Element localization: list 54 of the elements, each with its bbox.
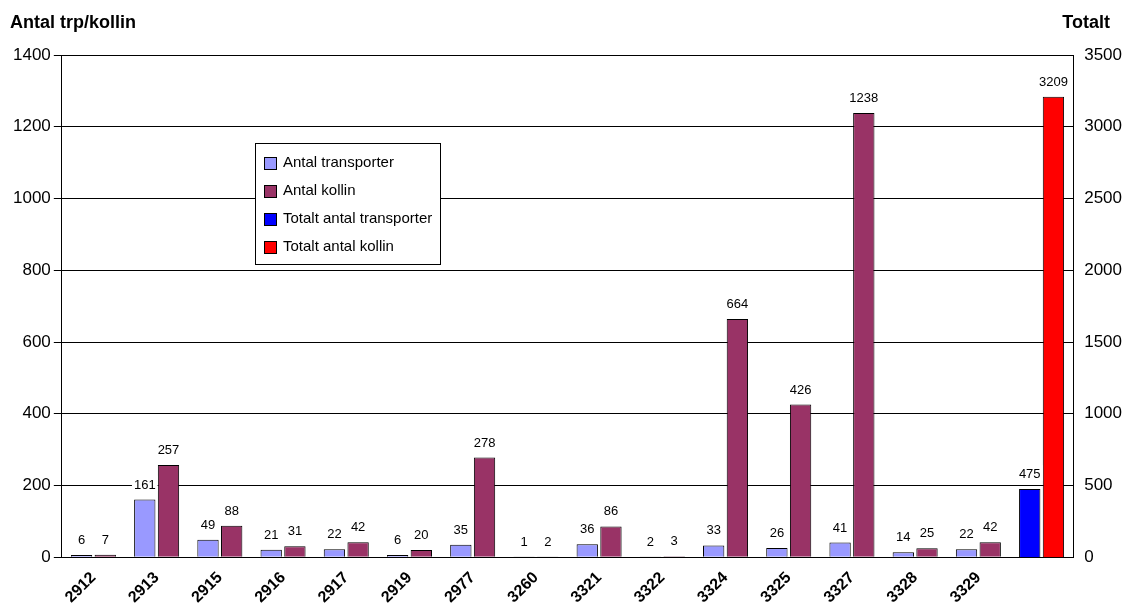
data-label: 86: [603, 503, 619, 519]
y-tick-label: 800: [22, 259, 51, 279]
data-label: 22: [327, 526, 342, 542]
data-label: 7: [101, 531, 109, 547]
data-label: 49: [200, 516, 216, 532]
data-label: 6: [394, 532, 402, 548]
data-label: 2: [544, 533, 552, 549]
y2-tick-label: 3500: [1084, 44, 1123, 64]
y2-tick-label: 500: [1084, 475, 1113, 495]
data-label: 42: [982, 519, 998, 535]
y-tick-label: 0: [41, 546, 51, 566]
data-label: 278: [473, 434, 496, 450]
data-label: 2: [646, 533, 655, 549]
y2-tick-label: 0: [1084, 546, 1094, 566]
data-label: 26: [769, 525, 785, 541]
data-label: 1: [520, 533, 528, 549]
data-label: 426: [789, 381, 812, 397]
y-axis-title: Antal trp/kollin: [10, 12, 136, 33]
data-label: 257: [157, 442, 180, 458]
y2-tick-label: 3000: [1084, 116, 1123, 136]
data-label: 664: [726, 296, 749, 312]
data-label: 25: [919, 525, 935, 541]
legend-label: Antal transporter: [282, 152, 395, 172]
y2-tick-label: 1000: [1084, 403, 1123, 423]
y-tick-label: 400: [22, 403, 51, 423]
y2-axis-title: Totalt: [1062, 12, 1110, 33]
legend-label: Totalt antal kollin: [282, 236, 395, 256]
y-tick-label: 1400: [12, 44, 51, 64]
data-label: 161: [133, 476, 156, 492]
data-label: 22: [959, 526, 974, 542]
y2-tick-label: 2500: [1084, 188, 1123, 208]
data-label: 20: [414, 527, 429, 543]
data-label: 6: [77, 532, 86, 548]
data-label: 3209: [1038, 73, 1068, 89]
legend-label: Antal kollin: [282, 180, 357, 200]
data-label: 35: [453, 521, 469, 537]
y2-tick-label: 1500: [1084, 331, 1123, 351]
data-label: 3: [670, 533, 678, 549]
y-tick-label: 1000: [12, 188, 51, 208]
legend-label: Totalt antal transporter: [282, 208, 433, 228]
data-label: 475: [1018, 466, 1041, 482]
data-label: 1238: [849, 90, 879, 106]
y2-tick-label: 2000: [1084, 259, 1123, 279]
y-tick-label: 600: [22, 331, 51, 351]
y-tick-label: 200: [22, 475, 51, 495]
data-label: 21: [263, 526, 279, 542]
data-label: 31: [287, 523, 303, 539]
data-label: 36: [580, 521, 595, 537]
data-label: 14: [896, 529, 911, 545]
data-label: 41: [832, 519, 848, 535]
data-label: 33: [706, 522, 721, 538]
data-label: 42: [350, 519, 366, 535]
y-tick-label: 1200: [12, 116, 51, 136]
data-label: 88: [224, 502, 239, 518]
